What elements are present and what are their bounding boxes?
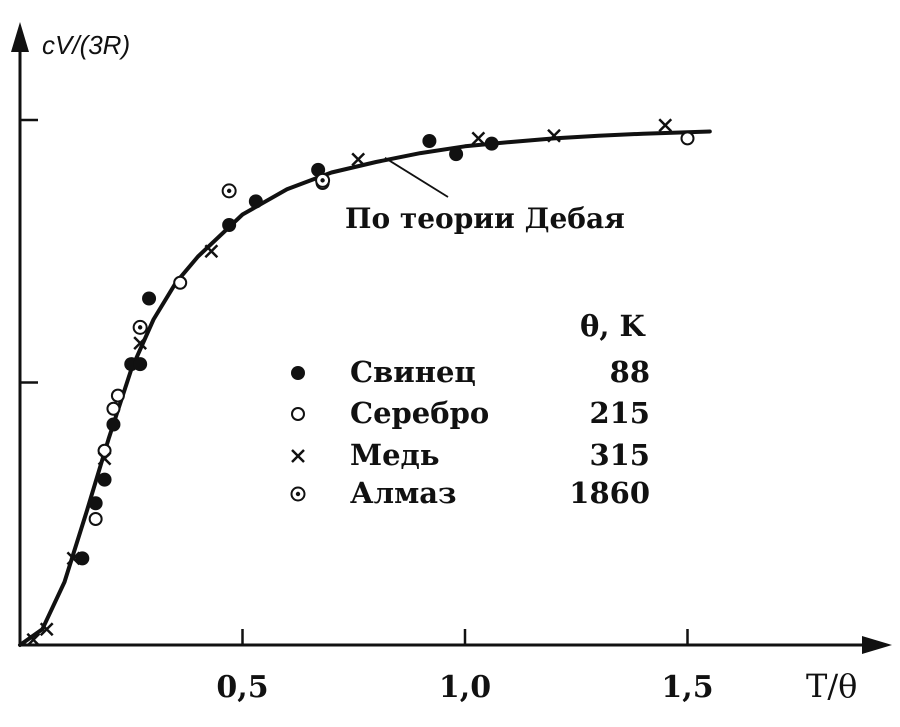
data-point <box>97 472 112 487</box>
x-tick-label: 1,5 <box>661 670 713 705</box>
legend-marker <box>290 486 306 502</box>
marker-cross-b <box>547 128 561 143</box>
legend-marker <box>291 407 305 421</box>
marker-cross-b <box>26 632 41 647</box>
marker-cross-b <box>351 152 366 167</box>
data-point <box>471 131 486 146</box>
marker-filled-circle <box>75 551 90 566</box>
marker-cross-b <box>658 118 673 133</box>
data-point <box>66 551 81 566</box>
marker-filled-circle <box>248 194 263 209</box>
legend-theta-value: 1860 <box>569 476 650 510</box>
marker-filled-circle <box>142 291 157 306</box>
y-axis-arrow <box>11 22 29 52</box>
data-point <box>449 147 464 162</box>
labels: cV/(3R) T/θ По теории Дебая θ, K <box>42 30 857 705</box>
legend-series-name: Алмаз <box>350 476 457 510</box>
data-point <box>106 417 121 432</box>
data-point <box>680 131 695 146</box>
data-points <box>26 118 695 647</box>
legend-theta-value: 88 <box>610 355 650 389</box>
marker-cross-b <box>97 451 112 466</box>
data-point <box>248 194 263 209</box>
marker-filled-circle <box>97 472 112 487</box>
marker-open-circle <box>680 131 695 146</box>
legend-theta-value: 215 <box>589 396 650 430</box>
legend-marker <box>291 449 305 463</box>
legend-marker <box>291 366 305 380</box>
data-point <box>315 172 331 188</box>
data-point <box>97 443 112 458</box>
x-axis-arrow <box>862 636 892 654</box>
series-cross <box>26 118 673 647</box>
marker-filled-circle <box>422 134 437 148</box>
marker-cross-b <box>291 449 305 463</box>
marker-filled-circle <box>88 496 103 511</box>
marker-cross-b <box>133 336 148 351</box>
x-tick-label: 0,5 <box>216 670 268 705</box>
marker-filled-circle <box>291 366 305 380</box>
data-point <box>133 336 148 351</box>
legend-series-name: Свинец <box>350 355 476 389</box>
data-point <box>422 134 437 148</box>
marker-dotted-inner <box>137 325 143 330</box>
data-point <box>484 136 499 151</box>
marker-filled-circle <box>449 147 464 162</box>
y-axis-label: cV/(3R) <box>42 30 130 60</box>
data-point <box>351 152 366 167</box>
series-filled-circle <box>75 134 499 566</box>
marker-cross-b <box>471 131 486 146</box>
legend-series-name: Медь <box>350 438 440 472</box>
marker-filled-circle <box>484 136 499 151</box>
marker-cross-b <box>204 244 219 259</box>
legend-series-name: Серебро <box>350 396 489 430</box>
x-axis-label: T/θ <box>806 667 857 705</box>
marker-open-circle <box>110 388 125 403</box>
marker-dotted-inner <box>226 188 232 194</box>
marker-open-circle <box>173 275 188 290</box>
data-point <box>88 496 103 511</box>
marker-dotted-inner <box>295 491 301 497</box>
marker-cross-b <box>66 551 81 566</box>
marker-open-circle <box>291 407 305 421</box>
data-point <box>173 275 188 290</box>
marker-filled-circle <box>222 218 237 232</box>
legend: Свинец 88 Серебро 215 Медь 315 Алмаз 1860 <box>290 355 650 510</box>
data-point <box>106 401 121 416</box>
series-open-circle <box>88 131 695 526</box>
legend-header: θ, K <box>580 309 647 343</box>
axes: 0,5 1,0 1,5 <box>11 22 892 705</box>
data-point <box>547 128 561 143</box>
legend-theta-value: 315 <box>589 438 650 472</box>
data-point <box>26 632 41 647</box>
data-point <box>221 183 237 199</box>
data-point <box>204 244 219 259</box>
marker-open-circle <box>106 401 121 416</box>
marker-filled-circle <box>133 357 148 372</box>
curve-label-leader <box>384 157 449 198</box>
marker-filled-circle <box>106 417 121 432</box>
data-point <box>75 551 90 566</box>
data-point <box>658 118 673 133</box>
data-point <box>132 319 148 335</box>
data-point <box>110 388 125 403</box>
data-point <box>88 512 103 526</box>
marker-open-circle <box>97 443 112 458</box>
data-point <box>133 357 148 372</box>
data-point <box>97 451 112 466</box>
x-tick-label: 1,0 <box>439 670 491 705</box>
data-point <box>39 622 54 637</box>
series-dotted-circle <box>132 172 331 335</box>
marker-dotted-inner <box>320 178 325 183</box>
marker-cross-b <box>39 622 54 637</box>
data-point <box>142 291 157 306</box>
data-point <box>222 218 237 232</box>
marker-open-circle <box>88 512 103 526</box>
curve-label: По теории Дебая <box>345 202 625 235</box>
